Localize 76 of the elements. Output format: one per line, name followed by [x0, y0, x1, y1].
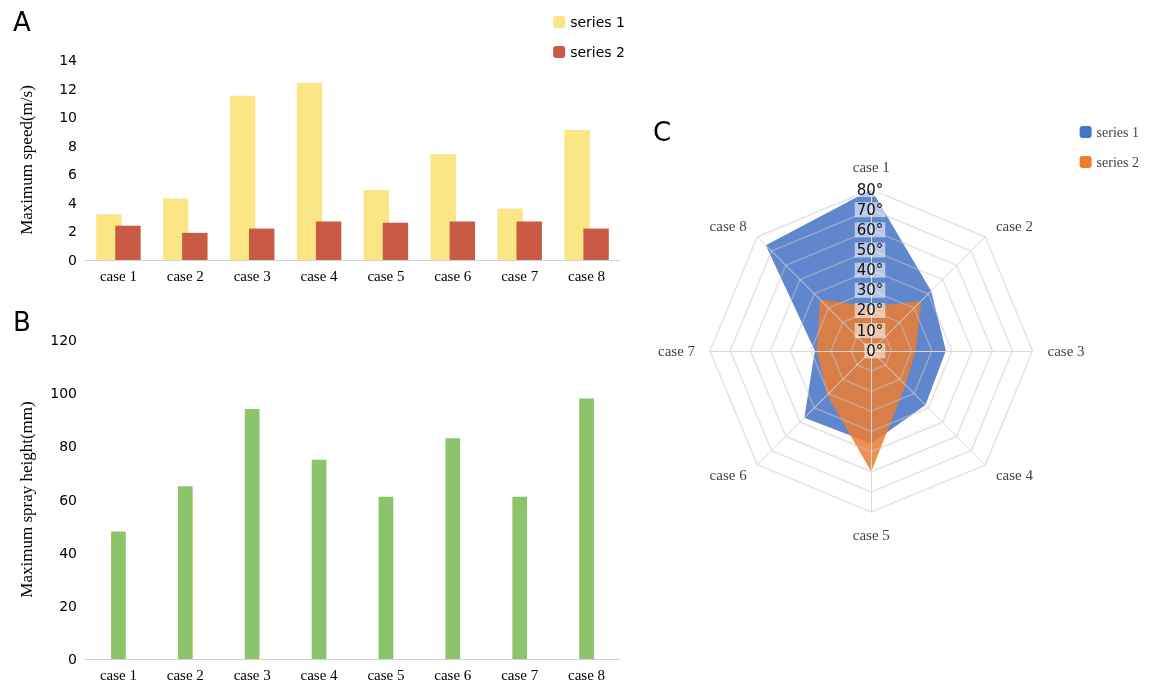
x-tick-label: case 3 — [233, 666, 271, 683]
x-tick-label: case 6 — [434, 267, 472, 284]
y-tick-label: 100 — [50, 385, 77, 402]
y-tick-label: 40° — [856, 261, 884, 280]
spoke-label: case 2 — [995, 218, 1033, 235]
y-tick-label: 12 — [59, 80, 77, 97]
y-tick-label: 30° — [856, 281, 884, 300]
y-tick-label: 70° — [856, 200, 884, 219]
x-tick-label: case 2 — [166, 666, 204, 683]
x-tick-label: case 6 — [434, 666, 472, 683]
x-tick-label: case 5 — [367, 666, 405, 683]
spoke-label: case 6 — [709, 467, 748, 484]
bar — [449, 221, 476, 260]
y-tick-label: 60° — [856, 220, 884, 239]
y-tick-label: 4 — [68, 194, 78, 211]
x-tick-label: case 2 — [166, 267, 204, 284]
bar — [229, 95, 256, 260]
spoke-label: case 4 — [995, 467, 1034, 484]
y-tick-label: 0 — [68, 651, 77, 667]
spoke-label: case 8 — [709, 218, 747, 235]
x-tick-label: case 8 — [568, 666, 606, 683]
bar — [564, 130, 590, 260]
chart-title: C — [653, 117, 672, 147]
y-tick-label: 20 — [59, 597, 77, 614]
bar — [111, 531, 126, 659]
y-tick-label: 0 — [68, 252, 77, 268]
spoke-label: case 7 — [657, 342, 696, 359]
y-axis-title: Maximum speed(m/s) — [17, 85, 36, 235]
bar — [296, 82, 323, 260]
bar — [311, 459, 327, 659]
y-tick-label: 10 — [59, 109, 77, 126]
y-tick-label: 8 — [68, 137, 77, 154]
bar — [115, 225, 141, 260]
y-tick-label: 50° — [856, 241, 884, 260]
x-tick-label: case 4 — [300, 666, 339, 683]
y-tick-label: 40 — [59, 544, 77, 561]
y-tick-label: 80 — [59, 438, 77, 455]
y-tick-label: 0° — [866, 341, 884, 360]
legend-label: series 2 — [570, 44, 626, 60]
bar — [583, 228, 609, 260]
y-tick-label: 2 — [68, 223, 77, 240]
x-tick-label: case 8 — [568, 267, 606, 284]
x-tick-label: case 3 — [233, 267, 271, 284]
y-tick-label: 120 — [50, 332, 77, 348]
chart-title: A — [13, 7, 31, 37]
y-tick-label: 20° — [856, 301, 884, 320]
bar — [182, 232, 208, 260]
bar — [445, 438, 461, 659]
bar — [430, 154, 456, 260]
legend-label: series 1 — [570, 14, 626, 30]
chart-title: B — [13, 307, 31, 337]
spoke-label: case 5 — [852, 526, 890, 543]
y-tick-label: 14 — [59, 52, 78, 68]
spoke-label: case 3 — [1047, 342, 1085, 359]
y-axis-title: Maximum spray height(mm) — [17, 401, 36, 598]
bar — [382, 222, 409, 260]
y-tick-label: 10° — [856, 321, 884, 340]
y-tick-label: 60 — [59, 491, 77, 508]
bar — [579, 398, 594, 659]
bar — [315, 221, 342, 260]
legend-label: series 2 — [1096, 154, 1140, 170]
bar — [516, 221, 542, 260]
x-tick-label: case 7 — [501, 666, 539, 683]
bar — [378, 496, 394, 659]
legend-label: series 1 — [1096, 124, 1140, 140]
bar — [512, 496, 528, 659]
spoke-label: case 1 — [852, 159, 890, 176]
x-tick-label: case 4 — [300, 267, 339, 284]
x-tick-label: case 5 — [367, 267, 405, 284]
bar — [244, 409, 260, 659]
x-tick-label: case 1 — [99, 666, 137, 683]
x-tick-label: case 7 — [501, 267, 539, 284]
bar — [177, 486, 193, 659]
x-tick-label: case 1 — [99, 267, 137, 284]
bar — [249, 228, 275, 260]
y-tick-label: 6 — [68, 166, 78, 183]
